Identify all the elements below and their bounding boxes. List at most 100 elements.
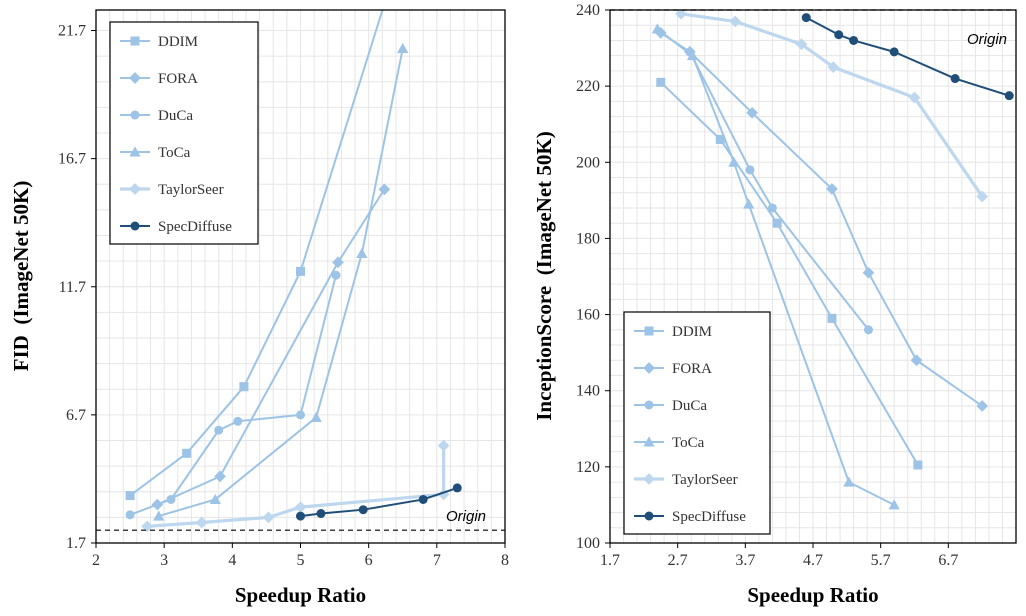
is-ddim-point bbox=[913, 460, 923, 470]
is-toca-point bbox=[888, 499, 900, 510]
is-legend-label-ddim: DDIM bbox=[672, 324, 712, 340]
fid-duca-point bbox=[214, 425, 224, 435]
fid-y-tick-label: 6.7 bbox=[66, 407, 86, 424]
is-toca-point bbox=[728, 156, 740, 167]
fid-ddim-point bbox=[296, 266, 305, 276]
is-fora-point bbox=[976, 400, 989, 412]
fid-legend-marker-duca bbox=[130, 110, 140, 120]
is-y-tick-label: 100 bbox=[576, 535, 600, 552]
is-x-tick-label: 4.7 bbox=[803, 552, 823, 569]
is-legend-marker-specdiffuse bbox=[644, 511, 654, 521]
is-y-tick-label: 200 bbox=[576, 154, 600, 171]
is-legend-marker-taylorseer bbox=[643, 473, 655, 485]
fid-plot-area bbox=[125, 0, 462, 533]
is-taylorseer-point bbox=[976, 190, 989, 203]
fid-x-tick-label: 5 bbox=[297, 552, 305, 569]
is-y-tick-label: 220 bbox=[576, 78, 600, 95]
fid-duca-point bbox=[125, 510, 135, 520]
is-legend-box bbox=[623, 311, 771, 535]
fid-specdiffuse-point bbox=[418, 494, 428, 504]
fid-duca-point bbox=[296, 410, 305, 420]
fid-ddim-point bbox=[381, 0, 390, 4]
fid-fora-point bbox=[214, 470, 226, 483]
fid-legend-label-specdiffuse: SpecDiffuse bbox=[158, 219, 232, 235]
is-legend-marker-toca bbox=[643, 436, 655, 447]
is-duca-point bbox=[863, 325, 873, 335]
fid-legend-box bbox=[109, 21, 259, 245]
is-y-tick-label: 160 bbox=[576, 307, 600, 324]
is-plot-area bbox=[651, 10, 1014, 510]
is-specdiffuse-point bbox=[889, 47, 899, 57]
fid-taylorseer-point bbox=[262, 511, 275, 524]
is-ddim-point bbox=[772, 218, 782, 228]
is-series-toca-line bbox=[656, 28, 895, 506]
fid-origin-label: Origin bbox=[446, 508, 486, 525]
fid-legend-label-taylorseer: TaylorSeer bbox=[158, 182, 224, 198]
is-fora-point bbox=[862, 266, 875, 279]
fid-legend: DDIM FORA DuCa ToCa TaylorSeer SpecDiffuse bbox=[109, 21, 259, 245]
fid-x-tick-label: 7 bbox=[433, 552, 441, 569]
fid-x-tick-label: 8 bbox=[501, 552, 509, 569]
fid-fora-point bbox=[332, 256, 344, 269]
is-plot-frame bbox=[609, 9, 1017, 544]
is-specdiffuse-point bbox=[950, 74, 960, 84]
fid-y-tick-label: 21.7 bbox=[58, 23, 86, 40]
is-series-duca-line bbox=[688, 51, 870, 331]
fid-taylorseer-point bbox=[195, 516, 208, 529]
fid-legend-label-toca: ToCa bbox=[158, 145, 191, 161]
fid-legend-label-fora: FORA bbox=[158, 71, 198, 87]
is-y-tick-label: 120 bbox=[576, 459, 600, 476]
fid-x-tick-label: 2 bbox=[92, 552, 100, 569]
is-y-tick-label: 240 bbox=[576, 2, 600, 19]
fid-ddim-point bbox=[182, 448, 192, 458]
fid-toca-point bbox=[356, 247, 368, 258]
is-taylorseer-point bbox=[729, 15, 742, 28]
is-legend-marker-duca bbox=[644, 400, 654, 410]
fid-y-tick-label: 16.7 bbox=[58, 151, 86, 168]
is-ddim-point bbox=[656, 77, 666, 87]
is-legend-label-duca: DuCa bbox=[672, 398, 707, 414]
fid-series-duca-line bbox=[129, 274, 337, 516]
is-taylorseer-point bbox=[675, 10, 687, 20]
fid-x-tick-label: 4 bbox=[228, 552, 236, 569]
is-fora-point bbox=[746, 106, 758, 119]
fid-legend-marker-toca bbox=[129, 146, 141, 157]
is-x-tick-label: 1.7 bbox=[600, 552, 620, 569]
is-series-specdiffuse-line bbox=[805, 16, 1010, 97]
fid-fora-point bbox=[378, 183, 391, 196]
fid-ddim-point bbox=[239, 382, 249, 392]
is-y-tick-label: 180 bbox=[576, 230, 600, 247]
is-specdiffuse-point bbox=[834, 30, 844, 40]
is-x-tick-label: 2.7 bbox=[668, 552, 688, 569]
is-y-axis-title: InceptionScore (ImageNet 50K) bbox=[532, 131, 556, 420]
fid-y-axis-title: FID (ImageNet 50K) bbox=[9, 181, 33, 372]
is-duca-point bbox=[745, 165, 755, 175]
is-toca-point bbox=[686, 50, 699, 61]
fid-chart: 2 3 4 5 6 7 8 1.7 6.7 11.7 16.7 21.7 Speedup Ratio FI… bbox=[9, 0, 509, 607]
fid-series-taylorseer-line bbox=[147, 445, 446, 528]
is-legend-label-specdiffuse: SpecDiffuse bbox=[672, 509, 746, 525]
fid-taylorseer-point bbox=[141, 520, 153, 533]
is-specdiffuse-point bbox=[801, 13, 811, 23]
is-fora-point bbox=[826, 183, 838, 195]
is-x-axis-title: Speedup Ratio bbox=[747, 583, 878, 607]
is-specdiffuse-point bbox=[1004, 91, 1014, 101]
is-toca-point bbox=[743, 198, 755, 209]
fid-legend-marker-taylorseer bbox=[129, 183, 141, 195]
is-y-tick-label: 140 bbox=[576, 383, 600, 400]
fid-x-tick-label: 6 bbox=[365, 552, 373, 569]
fid-plot-frame bbox=[95, 9, 506, 544]
fid-toca-point bbox=[209, 493, 221, 504]
is-origin-label: Origin bbox=[967, 31, 1007, 48]
fid-legend-marker-fora bbox=[129, 72, 141, 84]
is-toca-point bbox=[843, 476, 855, 487]
fid-y-tick-label: 1.7 bbox=[66, 535, 86, 552]
is-x-tick-label: 6.7 bbox=[938, 552, 958, 569]
fid-legend-marker-ddim bbox=[130, 36, 140, 46]
fid-ddim-point bbox=[125, 491, 135, 501]
is-taylorseer-point bbox=[795, 38, 808, 51]
is-fora-point bbox=[910, 354, 923, 367]
is-ddim-point bbox=[827, 313, 837, 323]
fid-taylorseer-point bbox=[437, 439, 450, 452]
